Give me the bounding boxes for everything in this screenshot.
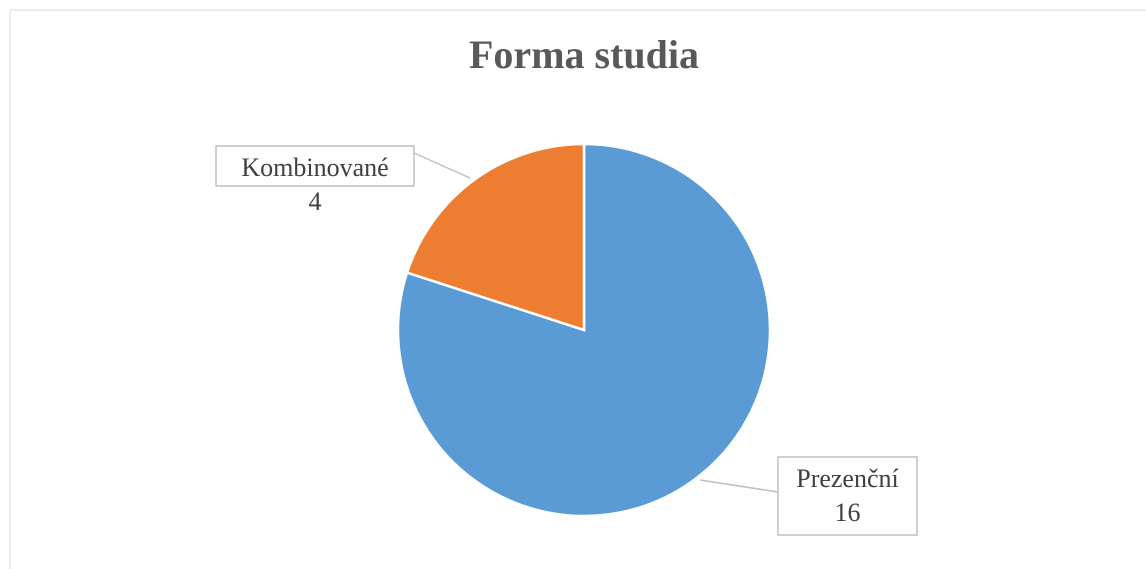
data-label-name: Prezenční	[796, 464, 899, 493]
pie-slice	[405, 142, 586, 332]
chart-title: Forma studia	[469, 32, 699, 77]
labels: Prezenční 16 Kombinované 4	[215, 145, 918, 536]
label-box	[777, 456, 918, 536]
data-label-value: 4	[309, 187, 322, 216]
data-label-name: Kombinované	[241, 153, 388, 182]
leader-line	[699, 479, 779, 493]
pie	[396, 142, 772, 518]
label-box	[215, 145, 415, 187]
data-label-value: 16	[835, 498, 861, 527]
leader-line	[413, 152, 471, 179]
